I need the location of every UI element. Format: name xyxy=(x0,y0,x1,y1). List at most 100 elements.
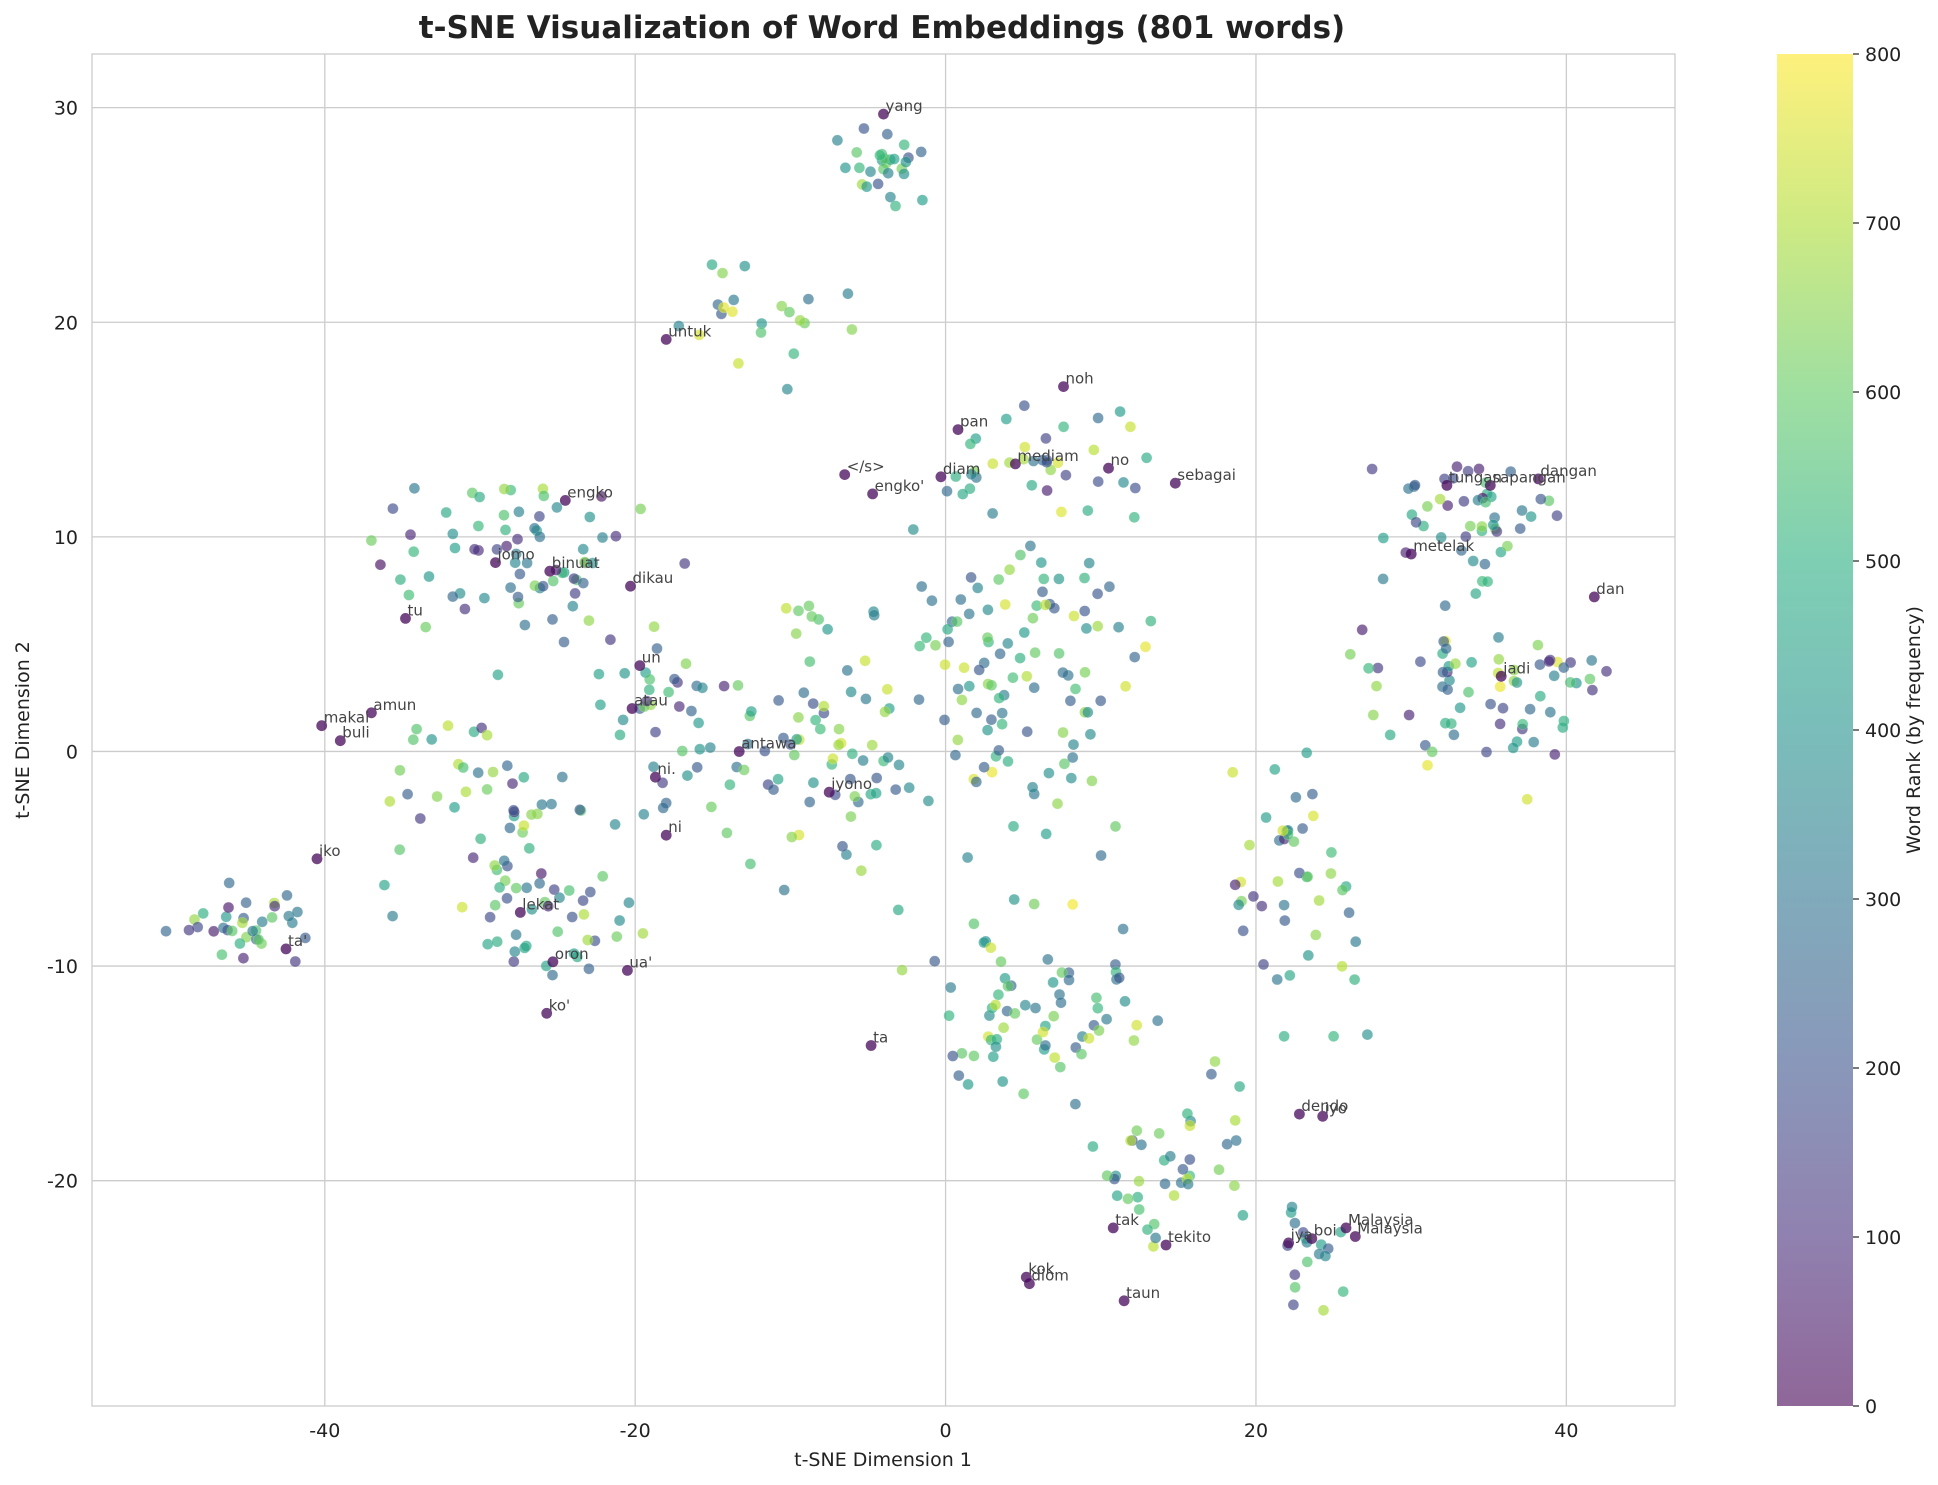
scatter-point xyxy=(1177,1163,1189,1175)
scatter-point xyxy=(1036,586,1049,598)
scatter-point xyxy=(882,167,894,179)
scatter-point xyxy=(963,680,975,692)
scatter-point xyxy=(1451,461,1463,473)
labeled-point xyxy=(952,424,964,435)
scatter-point xyxy=(1135,1139,1148,1151)
scatter-point xyxy=(1029,647,1041,659)
word-label: yang xyxy=(886,97,923,115)
scatter-point xyxy=(1548,670,1560,682)
scatter-point xyxy=(993,692,1005,704)
scatter-point xyxy=(1296,822,1309,835)
scatter-point xyxy=(846,748,858,760)
x-tick-label: 40 xyxy=(1554,1420,1578,1442)
scatter-point xyxy=(1584,673,1596,685)
scatter-point xyxy=(1458,495,1470,507)
scatter-point xyxy=(1082,706,1094,718)
scatter-point xyxy=(1056,966,1068,979)
scatter-point xyxy=(1434,493,1446,505)
scatter-point xyxy=(953,1069,965,1082)
scatter-point xyxy=(999,598,1011,611)
scatter-point xyxy=(942,636,955,648)
scatter-point xyxy=(1029,1002,1042,1014)
word-label: atau xyxy=(634,692,668,710)
scatter-point xyxy=(474,833,487,845)
scatter-point xyxy=(1042,953,1054,966)
scatter-point xyxy=(739,260,751,272)
scatter-point xyxy=(1101,1170,1113,1182)
scatter-point xyxy=(256,916,268,928)
scatter-point xyxy=(791,733,803,745)
labeled-point xyxy=(1495,670,1507,682)
scatter-point xyxy=(521,557,533,569)
scatter-point xyxy=(803,600,815,612)
scatter-point xyxy=(864,166,877,178)
scatter-point xyxy=(951,615,963,628)
scatter-point xyxy=(1487,519,1499,531)
scatter-point xyxy=(1279,914,1291,927)
scatter-point xyxy=(1041,484,1053,497)
scatter-point xyxy=(947,1050,959,1062)
scatter-point xyxy=(1233,1080,1246,1093)
scatter-point xyxy=(1028,682,1040,694)
scatter-point xyxy=(841,664,853,677)
word-label: boi xyxy=(1314,1222,1337,1240)
scatter-point xyxy=(844,773,856,785)
scatter-point xyxy=(1092,1002,1104,1014)
scatter-point xyxy=(1494,681,1506,693)
scatter-point xyxy=(1260,811,1272,824)
scatter-point xyxy=(1068,610,1080,622)
scatter-point xyxy=(673,700,685,713)
scatter-point xyxy=(197,907,209,920)
scatter-point xyxy=(538,490,550,502)
scatter-point xyxy=(1516,504,1528,517)
labeled-point xyxy=(1484,480,1496,491)
scatter-point xyxy=(903,782,915,794)
scatter-point xyxy=(558,636,570,648)
scatter-point xyxy=(759,745,771,757)
scatter-point xyxy=(637,927,649,940)
scatter-point xyxy=(1442,499,1454,512)
scatter-point xyxy=(1476,520,1488,533)
scatter-point xyxy=(491,543,503,556)
scatter-point xyxy=(870,787,882,799)
scatter-point xyxy=(1435,531,1447,544)
scatter-point xyxy=(1426,746,1438,758)
scatter-point xyxy=(1093,1024,1105,1037)
scatter-point xyxy=(943,1010,955,1022)
scatter-point xyxy=(414,812,426,825)
scatter-point xyxy=(1460,530,1472,543)
scatter-point xyxy=(738,764,750,776)
x-tick-label: 20 xyxy=(1244,1420,1268,1442)
scatter-point xyxy=(236,917,249,929)
scatter-point xyxy=(807,697,819,710)
scatter-point xyxy=(1119,680,1132,692)
scatter-point xyxy=(1287,1299,1300,1311)
scatter-point xyxy=(457,761,469,774)
scatter-point xyxy=(1336,884,1349,896)
scatter-point xyxy=(489,859,501,872)
scatter-point xyxy=(1117,923,1129,935)
scatter-point xyxy=(568,947,580,960)
scatter-point xyxy=(1257,958,1270,971)
word-label: tak xyxy=(1115,1211,1139,1229)
scatter-point xyxy=(568,572,580,585)
scatter-point xyxy=(965,468,978,480)
labeled-point xyxy=(878,108,889,120)
scatter-point xyxy=(1247,890,1260,903)
scatter-point xyxy=(1229,879,1241,891)
scatter-point xyxy=(604,634,617,646)
scatter-point xyxy=(1440,642,1452,655)
scatter-point xyxy=(732,679,744,692)
scatter-point xyxy=(551,501,563,514)
scatter-point xyxy=(858,122,870,135)
scatter-point xyxy=(1092,620,1104,632)
scatter-point xyxy=(681,769,694,782)
scatter-point xyxy=(1003,564,1016,576)
scatter-point xyxy=(1310,929,1322,941)
scatter-point xyxy=(423,570,435,583)
scatter-point xyxy=(1290,791,1302,803)
scatter-point xyxy=(1164,1150,1176,1162)
scatter-point xyxy=(1301,747,1313,759)
scatter-point xyxy=(696,682,709,694)
scatter-point xyxy=(583,614,595,627)
